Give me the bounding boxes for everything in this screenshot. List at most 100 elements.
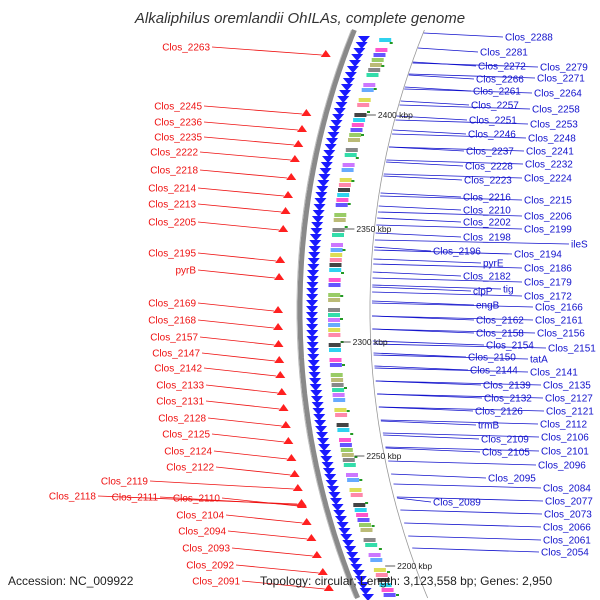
gene-label-left: Clos_2157 (150, 333, 198, 344)
forward-gene-arrow (286, 454, 297, 461)
leader-line-left (227, 530, 308, 540)
leader-line-right (396, 496, 544, 502)
leader-line-right (380, 192, 462, 198)
leader-line-right (377, 211, 523, 217)
forward-gene-arrow (293, 140, 304, 147)
annotation-block (373, 568, 386, 572)
forward-gene-arrow (306, 534, 317, 541)
leader-line-right (372, 315, 534, 321)
reverse-gene-arrow (313, 414, 326, 421)
forward-gene-arrow (274, 356, 285, 363)
annotation-block (349, 133, 362, 137)
reverse-gene-arrow (307, 270, 320, 277)
leader-line-left (241, 580, 325, 590)
reverse-gene-arrow (359, 588, 372, 595)
reverse-gene-arrow (320, 162, 333, 169)
leader-line-right (399, 104, 531, 110)
gene-label-left: Clos_2235 (154, 133, 202, 144)
annotation-block (328, 323, 341, 327)
gene-label-right: Clos_2199 (524, 225, 572, 236)
reverse-gene-arrow (321, 462, 334, 469)
rna-feature (371, 525, 375, 527)
gene-label-left: Clos_2168 (148, 316, 196, 327)
gene-label-right: Clos_2166 (535, 303, 583, 314)
leader-line-left (201, 352, 276, 362)
rna-feature (378, 548, 382, 550)
leader-line-left (197, 302, 275, 312)
leader-line-right (408, 73, 536, 79)
annotation-block (328, 293, 341, 297)
reverse-gene-arrow (318, 444, 331, 451)
leader-line-right (408, 74, 475, 80)
leader-line-right (376, 224, 523, 230)
annotation-block (332, 388, 345, 392)
gene-label-left: Clos_2218 (150, 166, 198, 177)
forward-gene-arrow (320, 50, 331, 57)
leader-line-right (380, 419, 539, 425)
leader-line-left (197, 319, 275, 329)
reverse-gene-arrow (307, 264, 320, 271)
leader-line-right (372, 291, 523, 297)
gene-label-left: Clos_2110 (173, 494, 221, 505)
reverse-gene-arrow (346, 66, 359, 73)
annotation-block (334, 213, 347, 217)
gene-label-right: Clos_2232 (525, 160, 573, 171)
reverse-gene-arrow (344, 546, 357, 553)
reverse-gene-arrow (354, 576, 367, 583)
gene-label-left: Clos_2094 (178, 527, 226, 538)
leader-line-right (391, 473, 487, 479)
gene-label-right: Clos_2257 (471, 101, 519, 112)
annotation-block (333, 218, 346, 222)
reverse-gene-arrow (337, 96, 350, 103)
gene-label-right: Clos_2132 (484, 394, 532, 405)
leader-line-left (205, 400, 280, 410)
gene-label-right: Clos_2182 (463, 272, 511, 283)
gene-label-right: Clos_2150 (468, 353, 516, 364)
leader-line-left (199, 151, 291, 161)
reverse-gene-arrow (322, 468, 335, 475)
leader-line-right (371, 302, 534, 308)
rna-feature (365, 502, 369, 504)
annotation-block (341, 453, 354, 457)
reverse-gene-arrow (346, 552, 359, 559)
annotation-block (368, 553, 381, 557)
annotation-block (336, 198, 349, 202)
annotation-block (383, 593, 396, 597)
gene-label-right: ileS (571, 240, 588, 251)
topology-text: Topology: circular; Length: 3,123,558 bp… (260, 574, 553, 588)
leader-line-right (412, 62, 539, 68)
leader-line-left (207, 417, 282, 427)
gene-label-right: Clos_2061 (543, 536, 591, 547)
reverse-gene-arrow (307, 354, 320, 361)
gene-label-right: Clos_2224 (524, 174, 572, 185)
gene-label-right: Clos_2095 (488, 474, 536, 485)
gene-label-right: engB (476, 301, 500, 312)
gene-label-right: Clos_2216 (463, 193, 511, 204)
leader-line-left (203, 105, 303, 115)
gene-label-right: Clos_2272 (478, 62, 526, 73)
reverse-gene-arrow (315, 192, 328, 199)
annotation-block (328, 328, 341, 332)
annotation-block (328, 283, 341, 287)
rna-feature (396, 594, 399, 596)
gene-label-left: Clos_2124 (164, 447, 212, 458)
annotation-block (345, 148, 358, 152)
gene-label-right: Clos_2106 (541, 433, 589, 444)
gene-label-left: Clos_2195 (148, 249, 196, 260)
forward-gene-arrow (273, 340, 284, 347)
annotation-block (347, 478, 360, 482)
forward-gene-arrow (280, 207, 291, 214)
genome-ring (296, 29, 429, 599)
gene-label-right: Clos_2135 (543, 381, 591, 392)
gene-label-right: trmB (478, 421, 499, 432)
forward-gene-arrow (275, 371, 286, 378)
forward-gene-arrow (278, 404, 289, 411)
gene-label-right: Clos_2215 (524, 196, 572, 207)
leader-line-right (385, 161, 464, 167)
forward-gene-arrow (292, 484, 303, 491)
gene-label-right: Clos_2202 (463, 218, 511, 229)
label-leader-lines (97, 32, 570, 590)
annotation-block (363, 538, 376, 542)
annotation-block (328, 313, 340, 317)
forward-gene-arrow (283, 191, 294, 198)
